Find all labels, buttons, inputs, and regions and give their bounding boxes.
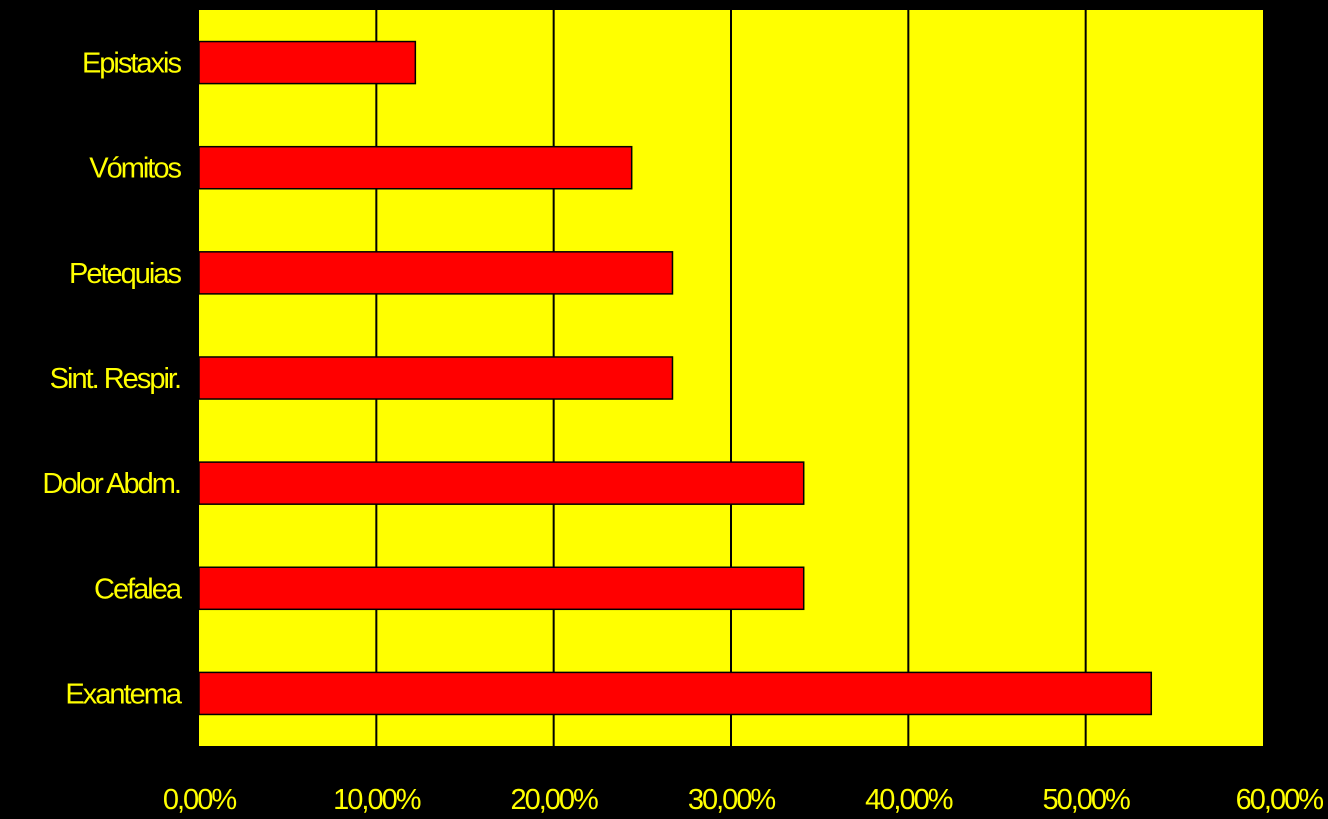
category-label: Sint. Respir. — [50, 363, 180, 395]
bar — [198, 461, 805, 505]
bar — [198, 40, 417, 85]
category-label: Cefalea — [94, 573, 183, 605]
x-tick-label: 50,00% — [1042, 784, 1130, 816]
x-tick-label: 40,00% — [865, 784, 953, 816]
x-tick-labels: 0,00% 10,00% 20,00% 30,00% 40,00% 50,00% 60,00… — [163, 784, 1325, 816]
x-tick-label: 0,00% — [163, 784, 236, 816]
bar — [198, 671, 1153, 716]
bars — [198, 40, 1153, 716]
category-labels: Epistaxis Vómitos Petequias Sint. Respir. Do… — [42, 48, 184, 711]
bar — [198, 145, 633, 190]
x-tick-label: 60,00% — [1236, 784, 1324, 816]
bar — [198, 566, 805, 611]
category-label: Exantema — [65, 678, 182, 710]
category-label: Dolor Abdm. — [42, 468, 180, 500]
bar — [198, 356, 674, 400]
x-tick-label: 10,00% — [333, 784, 421, 816]
x-tick-label: 30,00% — [688, 784, 776, 816]
category-label: Vómitos — [89, 153, 181, 185]
bar — [198, 251, 674, 295]
category-label: Epistaxis — [82, 48, 182, 80]
category-label: Petequias — [69, 258, 181, 290]
x-tick-label: 20,00% — [510, 784, 598, 816]
